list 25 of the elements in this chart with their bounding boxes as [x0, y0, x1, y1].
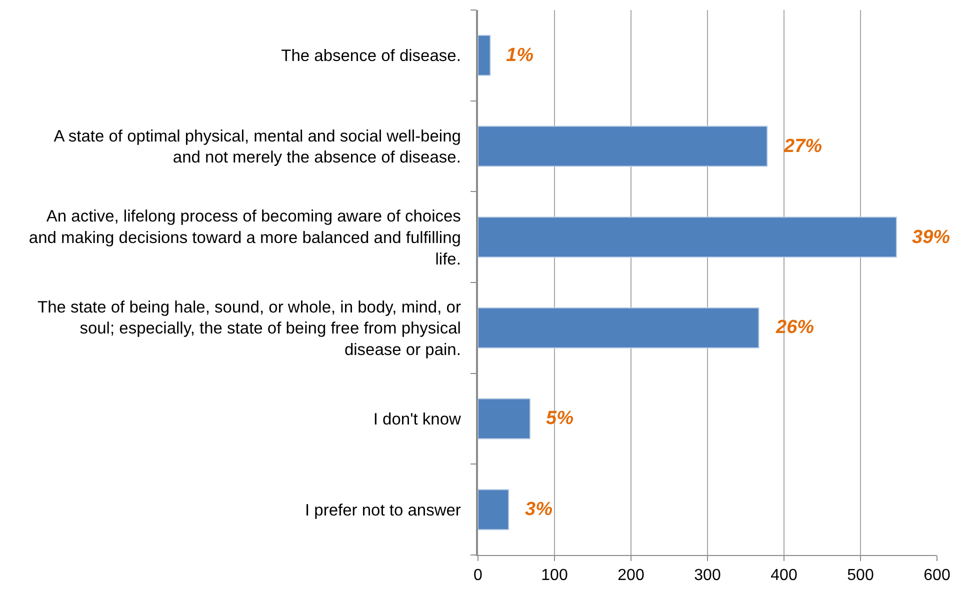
x-tick-label: 600: [924, 567, 950, 584]
y-tick-label: The state of being hale, sound, or whole, in body, mind, or soul; especially, the state of being free from physical disease or pain.: [37, 298, 462, 360]
y-tick-label: An active, lifelong process of becoming aware of choices and making decisions toward a more balanced and fulfilling life.: [28, 207, 461, 268]
x-tick-label: 0: [474, 567, 483, 584]
x-tick-label: 400: [770, 567, 798, 584]
annotation: 3%: [525, 499, 553, 520]
bar: [478, 398, 531, 440]
x-tick-label: 100: [541, 567, 568, 584]
x-tick-label: 300: [694, 567, 721, 584]
bar: [478, 216, 897, 258]
annotation: 27%: [783, 136, 822, 157]
y-tick-label: The absence of disease.: [281, 47, 461, 66]
bar: [478, 307, 760, 348]
bar: [478, 34, 491, 76]
annotation: 1%: [506, 45, 534, 66]
x-tick-label: 200: [618, 567, 644, 584]
annotation: 26%: [775, 317, 814, 338]
y-tick-label: A state of optimal physical, mental and social well-being and not merely the absence of disease.: [54, 127, 461, 167]
bar: [478, 126, 768, 167]
annotation: 5%: [546, 408, 574, 429]
bar: [478, 489, 510, 530]
y-tick-label: I prefer not to answer: [305, 501, 462, 520]
x-tick-label: 500: [847, 567, 874, 584]
annotation: 39%: [912, 227, 950, 248]
y-tick-label: I don't know: [373, 410, 462, 429]
